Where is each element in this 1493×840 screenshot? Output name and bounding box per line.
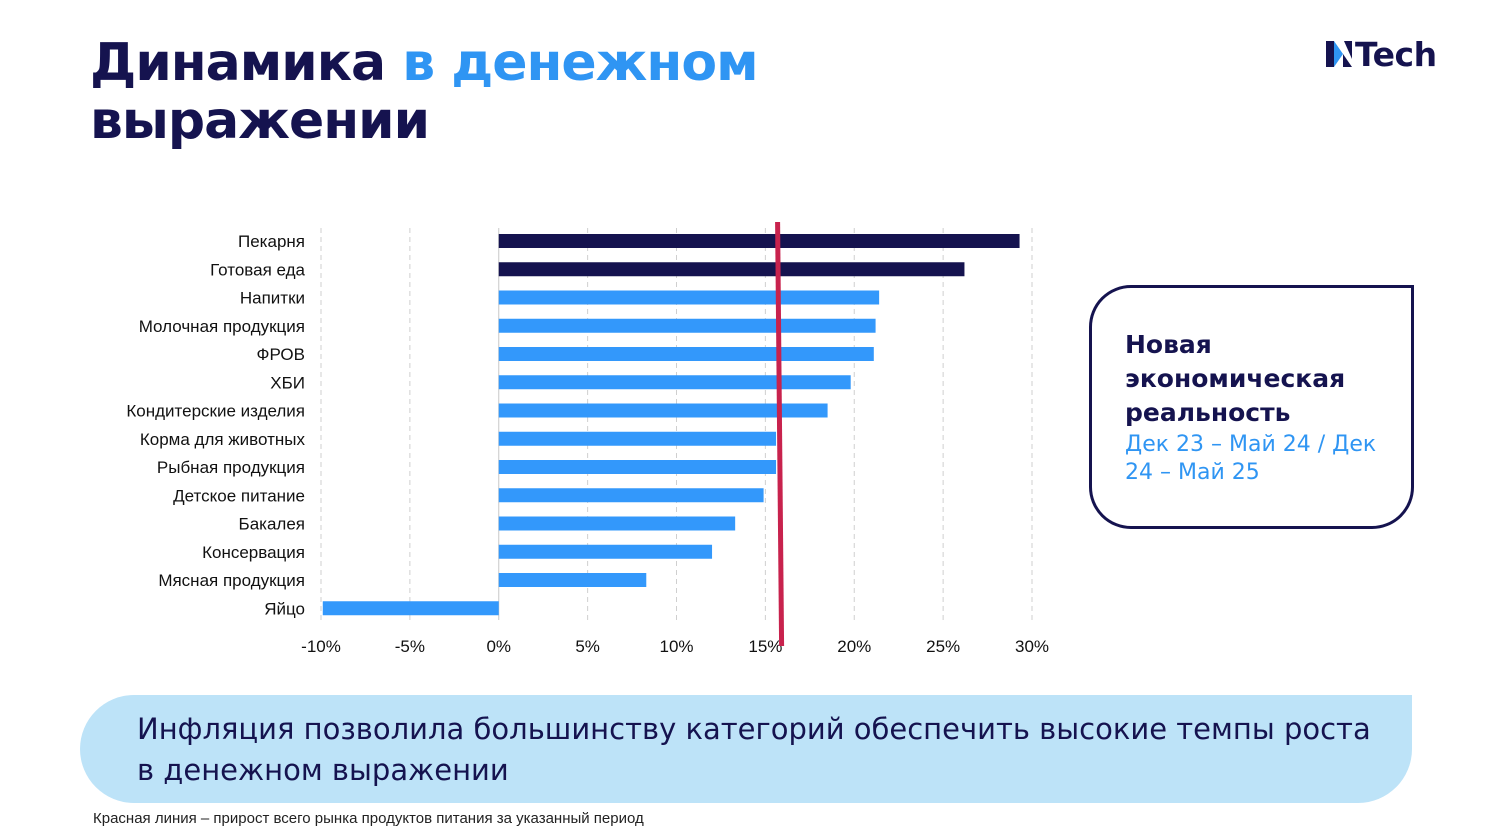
x-tick-label: 25% [926, 637, 960, 656]
logo: Tech [1326, 34, 1437, 74]
bar [498, 516, 736, 531]
page-title: Динамика в денежном выражении [90, 33, 759, 151]
x-tick-label: 20% [837, 637, 871, 656]
bar [498, 375, 851, 390]
x-tick-label: 30% [1015, 637, 1049, 656]
category-label: Молочная продукция [139, 317, 305, 336]
category-label: Бакалея [239, 515, 305, 534]
category-label: Напитки [240, 289, 305, 308]
category-label: Корма для животных [140, 430, 306, 449]
category-label: Мясная продукция [158, 571, 305, 590]
bar [498, 347, 874, 361]
category-label: ФРОВ [257, 345, 305, 364]
category-label: Готовая еда [210, 260, 305, 279]
bar [498, 403, 828, 418]
bar [498, 234, 1020, 248]
category-label: ХБИ [270, 373, 305, 392]
info-box: Новая экономическая реальность Дек 23 – … [1089, 285, 1414, 529]
title-part1: Динамика [90, 33, 386, 93]
x-tick-label: 15% [748, 637, 782, 656]
bar [498, 290, 880, 305]
info-period: Дек 23 – Май 24 / Дек 24 – Май 25 [1125, 432, 1377, 485]
bar [498, 318, 876, 333]
logo-text: Tech [1355, 34, 1437, 74]
x-tick-label: -10% [301, 637, 341, 656]
category-label: Консервация [202, 543, 305, 562]
title-part2: выражении [90, 91, 430, 151]
bar [498, 488, 764, 503]
market-growth-reference-line [775, 221, 785, 647]
category-label: Рыбная продукция [157, 458, 305, 477]
footnote: Красная линия – прирост всего рынка прод… [93, 810, 644, 827]
category-label: Детское питание [173, 486, 305, 505]
bar [498, 544, 713, 559]
bar [498, 431, 777, 446]
x-tick-label: 5% [575, 637, 600, 656]
bar-chart: -10% -5% 0% 5% 10% 15% 20% 25% 30% Пекарня Готовая… [126, 221, 1049, 656]
category-label: Пекарня [238, 232, 305, 251]
banner-text: Инфляция позволила большинству категорий… [137, 712, 1371, 787]
x-tick-label: 10% [659, 637, 693, 656]
conclusion-banner: Инфляция позволила большинству категорий… [80, 695, 1412, 803]
bar [322, 601, 499, 616]
info-heading: Новая экономическая реальность [1125, 330, 1346, 427]
x-tick-label: 0% [486, 637, 511, 656]
category-label: Кондитерские изделия [126, 402, 305, 421]
category-label: Яйцо [264, 599, 305, 618]
title-accent: в денежном [402, 33, 758, 93]
bar [498, 573, 647, 587]
bar [498, 460, 777, 474]
bar [498, 262, 965, 277]
n-logo-icon [1326, 41, 1352, 67]
x-tick-label: -5% [395, 637, 425, 656]
